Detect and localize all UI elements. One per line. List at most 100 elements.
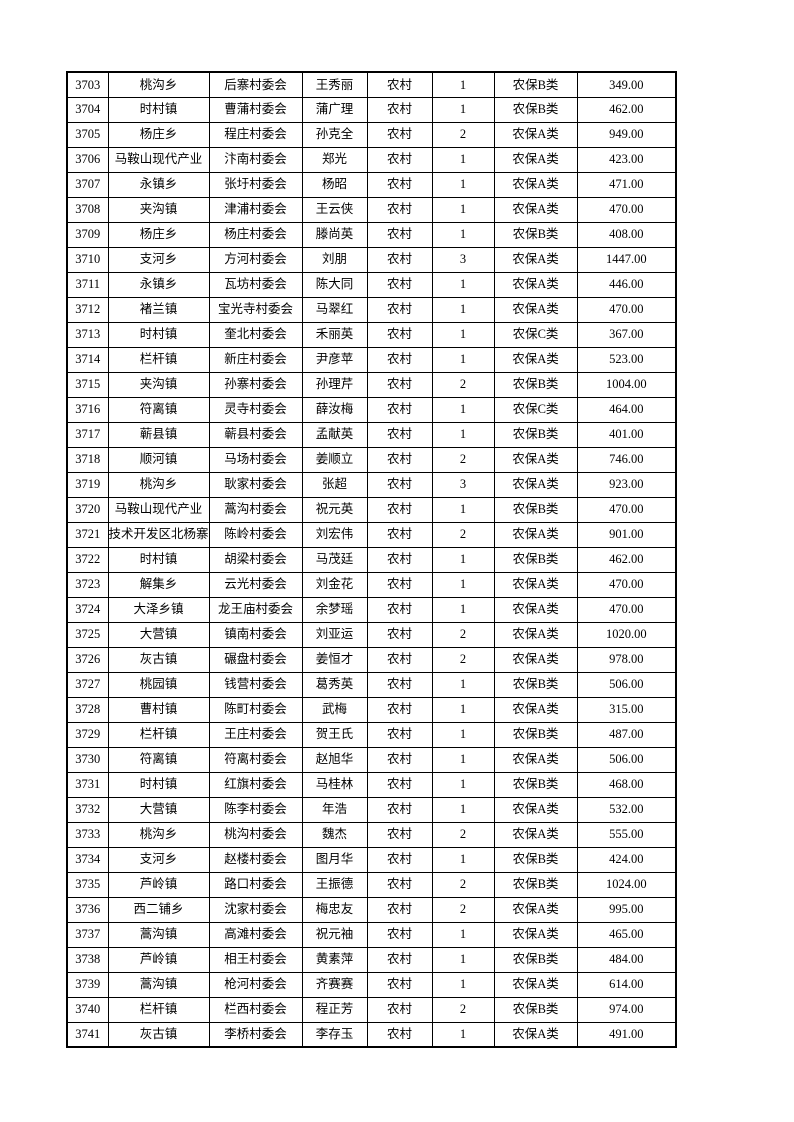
cell-person-name: 余梦瑶 <box>301 596 368 623</box>
residence-category-text: 农村 <box>387 477 413 492</box>
cell-amount: 468.00 <box>576 771 677 798</box>
table-row: 3726 灰古镇 碾盘村委会 姜恒才 农村 2 农保A类 978.00 <box>66 646 677 673</box>
person-count-text: 1 <box>459 777 467 792</box>
table-row: 3719 桃沟乡 耿家村委会 张超 农村 3 农保A类 923.00 <box>66 471 677 498</box>
village-committee-text: 汴南村委会 <box>224 152 287 167</box>
cell-village-committee: 马场村委会 <box>208 446 303 473</box>
village-committee-text: 李桥村委会 <box>224 1027 287 1041</box>
cell-amount: 424.00 <box>576 846 677 873</box>
village-committee-text: 路口村委会 <box>224 877 287 892</box>
insurance-type-text: 农保B类 <box>512 677 559 692</box>
insurance-type-text: 农保B类 <box>512 377 559 392</box>
cell-amount: 367.00 <box>576 321 677 348</box>
township-text: 西二铺乡 <box>133 902 184 917</box>
village-committee-text: 瓦坊村委会 <box>224 277 287 292</box>
cell-insurance-type: 农保A类 <box>493 596 578 623</box>
row-number-text: 3707 <box>75 177 101 192</box>
cell-person-name: 郑光 <box>301 146 368 173</box>
insurance-type-text: 农保A类 <box>512 652 559 667</box>
cell-insurance-type: 农保C类 <box>493 321 578 348</box>
cell-insurance-type: 农保B类 <box>493 71 578 98</box>
cell-residence-category: 农村 <box>366 896 433 923</box>
cell-insurance-type: 农保C类 <box>493 396 578 423</box>
cell-township: 灰古镇 <box>107 1021 210 1048</box>
person-count-text: 1 <box>459 102 467 117</box>
township-text: 永镇乡 <box>139 277 178 292</box>
insurance-type-text: 农保A类 <box>512 927 559 942</box>
table-row: 3730 符离镇 符离村委会 赵旭华 农村 1 农保A类 506.00 <box>66 746 677 773</box>
person-count-text: 2 <box>459 652 467 667</box>
insurance-type-text: 农保A类 <box>512 902 559 917</box>
cell-person-count: 2 <box>431 371 495 398</box>
village-committee-text: 耿家村委会 <box>224 477 287 492</box>
row-number-text: 3738 <box>75 952 101 967</box>
residence-category-text: 农村 <box>387 377 413 392</box>
cell-residence-category: 农村 <box>366 196 433 223</box>
cell-person-name: 李存玉 <box>301 1021 368 1048</box>
table-row: 3721 技术开发区北杨寨 陈岭村委会 刘宏伟 农村 2 农保A类 901.00 <box>66 521 677 548</box>
amount-text: 315.00 <box>609 702 644 717</box>
person-count-text: 1 <box>459 677 467 692</box>
cell-insurance-type: 农保A类 <box>493 346 578 373</box>
insurance-type-text: 农保A类 <box>512 452 559 467</box>
cell-village-committee: 镇南村委会 <box>208 621 303 648</box>
person-count-text: 1 <box>459 202 467 217</box>
amount-text: 974.00 <box>609 1002 644 1017</box>
cell-row-number: 3739 <box>66 971 109 998</box>
cell-row-number: 3724 <box>66 596 109 623</box>
row-number-text: 3736 <box>75 902 101 917</box>
amount-text: 995.00 <box>609 902 644 917</box>
person-count-text: 1 <box>459 402 467 417</box>
cell-township: 蕲县镇 <box>107 421 210 448</box>
amount-text: 465.00 <box>609 927 644 942</box>
person-name-text: 程正芳 <box>315 1002 354 1017</box>
person-name-text: 杨昭 <box>322 177 348 192</box>
table-row: 3715 夹沟镇 孙寨村委会 孙理芹 农村 2 农保B类 1004.00 <box>66 371 677 398</box>
cell-person-name: 蒲广理 <box>301 96 368 123</box>
table-row: 3703 桃沟乡 后寨村委会 王秀丽 农村 1 农保B类 349.00 <box>66 71 677 98</box>
residence-category-text: 农村 <box>387 252 413 267</box>
cell-insurance-type: 农保B类 <box>493 496 578 523</box>
village-committee-text: 孙寨村委会 <box>224 377 287 392</box>
person-name-text: 蒲广理 <box>315 102 354 117</box>
township-text: 符离镇 <box>139 402 178 417</box>
person-name-text: 姜恒才 <box>315 652 354 667</box>
table-row: 3734 支河乡 赵楼村委会 图月华 农村 1 农保B类 424.00 <box>66 846 677 873</box>
cell-village-committee: 龙王庙村委会 <box>208 596 303 623</box>
township-text: 栏杆镇 <box>139 727 178 742</box>
cell-township: 符离镇 <box>107 746 210 773</box>
cell-village-committee: 津浦村委会 <box>208 196 303 223</box>
row-number-text: 3720 <box>75 502 101 517</box>
cell-person-count: 1 <box>431 946 495 973</box>
village-committee-text: 相王村委会 <box>224 952 287 967</box>
cell-township: 桃园镇 <box>107 671 210 698</box>
table-row: 3714 栏杆镇 新庄村委会 尹彦苹 农村 1 农保A类 523.00 <box>66 346 677 373</box>
cell-person-name: 王振德 <box>301 871 368 898</box>
cell-row-number: 3714 <box>66 346 109 373</box>
cell-residence-category: 农村 <box>366 71 433 98</box>
cell-township: 马鞍山现代产业 <box>107 496 210 523</box>
person-name-text: 尹彦苹 <box>315 352 354 367</box>
cell-row-number: 3719 <box>66 471 109 498</box>
residence-category-text: 农村 <box>387 427 413 442</box>
cell-insurance-type: 农保A类 <box>493 121 578 148</box>
village-committee-text: 蕲县村委会 <box>224 427 287 442</box>
person-count-text: 1 <box>459 302 467 317</box>
cell-person-count: 2 <box>431 996 495 1023</box>
cell-township: 栏杆镇 <box>107 346 210 373</box>
residence-category-text: 农村 <box>387 627 413 642</box>
cell-person-name: 贺王氏 <box>301 721 368 748</box>
cell-amount: 1447.00 <box>576 246 677 273</box>
table-row: 3738 芦岭镇 相王村委会 黄素萍 农村 1 农保B类 484.00 <box>66 946 677 973</box>
table-row: 3739 蒿沟镇 枪河村委会 齐赛赛 农村 1 农保A类 614.00 <box>66 971 677 998</box>
amount-text: 506.00 <box>609 677 644 692</box>
row-number-text: 3734 <box>75 852 101 867</box>
cell-amount: 423.00 <box>576 146 677 173</box>
table-row: 3733 桃沟乡 桃沟村委会 魏杰 农村 2 农保A类 555.00 <box>66 821 677 848</box>
cell-village-committee: 后寨村委会 <box>208 71 303 98</box>
row-number-text: 3715 <box>75 377 101 392</box>
cell-village-committee: 陈町村委会 <box>208 696 303 723</box>
cell-amount: 614.00 <box>576 971 677 998</box>
cell-person-count: 2 <box>431 446 495 473</box>
township-text: 时村镇 <box>139 552 178 567</box>
